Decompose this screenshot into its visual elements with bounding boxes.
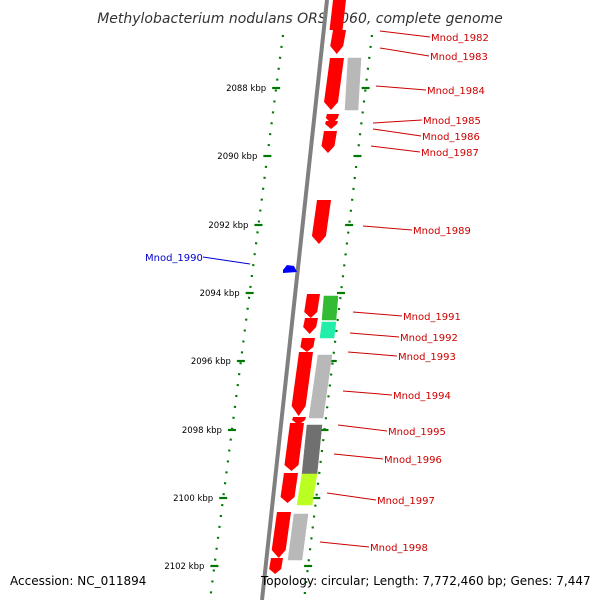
gene-label: Mnod_1985 <box>423 116 481 127</box>
gene-arrow <box>284 423 304 471</box>
genome-backbone <box>260 0 329 600</box>
gene-label: Mnod_1993 <box>398 352 456 363</box>
gene-label: Mnod_1983 <box>430 52 488 63</box>
gene-arrow <box>330 30 346 54</box>
gene-arrow <box>300 338 315 352</box>
gene-label: Mnod_1984 <box>427 86 485 97</box>
gene-arrow <box>311 200 331 244</box>
gene-leader-line <box>352 311 403 317</box>
gene-label: Mnod_1992 <box>400 333 458 344</box>
gene-track <box>269 0 346 574</box>
gene-leader-line <box>349 332 400 338</box>
gene-arrow <box>325 121 338 129</box>
gene-label: Mnod_1982 <box>431 33 489 44</box>
gene-arrow <box>271 512 291 558</box>
cog-category-bar <box>301 424 323 475</box>
gene-leader-line <box>379 47 430 57</box>
cog-track <box>287 57 362 561</box>
gene-leader-line <box>370 145 421 153</box>
tick-label: 2092 kbp <box>208 221 248 231</box>
gene-leader-line <box>379 30 431 38</box>
gene-leader-line <box>372 128 422 137</box>
gene-arrow <box>303 318 318 334</box>
gene-arrow <box>269 558 283 574</box>
gene-leader-line <box>326 492 377 501</box>
map-title: Methylobacterium nodulans ORS 2060, comp… <box>97 11 503 27</box>
gene-arrow <box>292 417 306 425</box>
gene-leader-line <box>202 256 251 265</box>
gene-label: Mnod_1990 <box>145 253 203 264</box>
gene-arrow <box>304 294 320 318</box>
gene-label: Mnod_1995 <box>388 427 446 438</box>
gene-arrow <box>325 114 339 124</box>
gene-arrow-reverse <box>283 265 297 273</box>
gene-leader-line <box>337 424 388 432</box>
gene-leader-line <box>372 119 423 124</box>
cog-category-bar <box>344 57 362 111</box>
gene-label: Mnod_1991 <box>403 312 461 323</box>
ruler-ticks: 2088 kbp 2090 kbp 2092 kbp 2094 kbp 2096 kbp… <box>164 84 370 572</box>
cog-category-bar <box>321 295 339 321</box>
gene-label: Mnod_1996 <box>384 455 442 466</box>
gene-arrow <box>329 0 346 30</box>
gene-label: Mnod_1997 <box>377 496 435 507</box>
gene-label: Mnod_1994 <box>393 391 451 402</box>
gene-label: Mnod_1986 <box>422 132 480 143</box>
tick-label: 2088 kbp <box>226 84 266 94</box>
gene-label: Mnod_1998 <box>370 543 428 554</box>
gene-arrow <box>321 131 337 153</box>
gene-arrow <box>280 473 298 503</box>
gene-label: Mnod_1987 <box>421 148 479 159</box>
cog-category-bar <box>287 513 309 561</box>
gene-leader-line <box>362 225 413 231</box>
outer-dotted-ruler <box>302 34 374 600</box>
gene-leader-line <box>333 453 384 460</box>
gene-label: Mnod_1989 <box>413 226 471 237</box>
genome-summary-text: Topology: circular; Length: 7,772,460 bp… <box>261 574 591 588</box>
tick-label: 2090 kbp <box>217 152 257 162</box>
gene-leader-line <box>375 85 427 91</box>
cog-category-bar <box>296 473 318 506</box>
tick-label: 2098 kbp <box>182 426 222 436</box>
cog-category-bar <box>319 321 337 339</box>
gene-labels: Mnod_1982 Mnod_1983 Mnod_1984 Mnod_1985 Mnod… <box>145 30 489 554</box>
inner-dotted-ruler <box>208 34 285 600</box>
gene-arrow <box>324 58 344 110</box>
accession-text: Accession: NC_011894 <box>10 574 147 588</box>
cog-category-bar <box>308 354 333 419</box>
tick-label: 2102 kbp <box>164 562 204 572</box>
tick-label: 2100 kbp <box>173 494 213 504</box>
gene-leader-line <box>347 351 398 357</box>
gene-arrow <box>291 352 313 416</box>
gene-leader-line <box>342 390 393 396</box>
tick-label: 2096 kbp <box>191 357 231 367</box>
gene-leader-line <box>319 541 370 548</box>
tick-label: 2094 kbp <box>200 289 240 299</box>
